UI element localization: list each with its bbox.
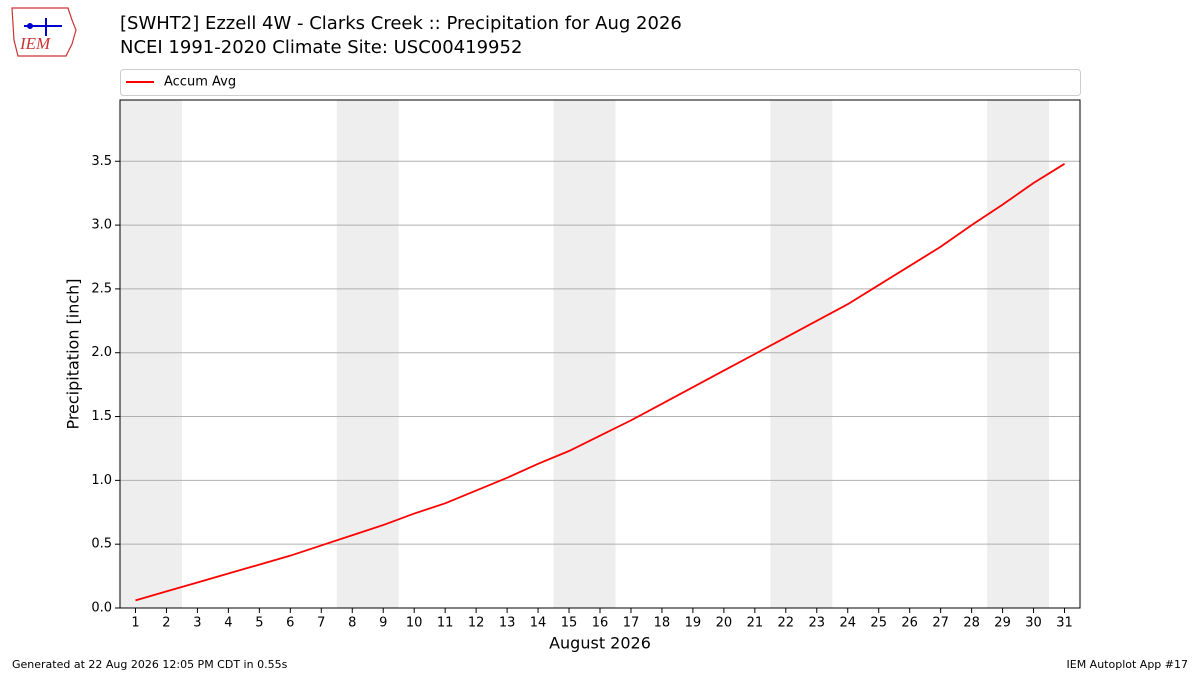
x-tick-label: 25 (870, 616, 887, 631)
x-tick-label: 26 (901, 616, 918, 631)
series-line (135, 163, 1065, 602)
chart-title: [SWHT2] Ezzell 4W - Clarks Creek :: Prec… (120, 13, 682, 34)
x-tick-label: 7 (317, 616, 325, 631)
legend-box (120, 69, 1081, 96)
x-tick-label: 5 (255, 616, 263, 631)
plot-frame (119, 99, 1081, 609)
y-tick-label: 2.5 (91, 281, 112, 296)
x-tick-label: 28 (963, 616, 980, 631)
weekend-band (120, 100, 182, 608)
x-tick-label: 18 (654, 616, 671, 631)
x-tick-label: 11 (437, 616, 454, 631)
x-tick-label: 30 (1025, 616, 1042, 631)
weekend-band (336, 100, 399, 608)
x-tick-label: 24 (839, 616, 856, 631)
legend-label: Accum Avg (164, 75, 236, 90)
x-tick-label: 9 (379, 616, 387, 631)
weekend-band (553, 100, 616, 608)
y-axis-label: Precipitation [inch] (64, 278, 83, 429)
x-tick-label: 29 (994, 616, 1011, 631)
x-tick-label: 27 (932, 616, 949, 631)
logo-text: IEM (19, 34, 51, 53)
x-tick-label: 8 (348, 616, 356, 631)
x-axis-label: August 2026 (549, 634, 651, 653)
x-tick-label: 20 (716, 616, 733, 631)
x-tick-label: 14 (530, 616, 547, 631)
x-tick-label: 13 (499, 616, 516, 631)
y-tick-label: 1.5 (91, 409, 112, 424)
weekend-band (987, 100, 1050, 608)
x-tick-label: 12 (468, 616, 485, 631)
x-tick-label: 4 (224, 616, 232, 631)
footer-left: Generated at 22 Aug 2026 12:05 PM CDT in… (12, 658, 288, 671)
x-tick-label: 10 (406, 616, 423, 631)
y-tick-label: 3.0 (91, 218, 112, 233)
chart-subtitle: NCEI 1991-2020 Climate Site: USC00419952 (120, 37, 522, 58)
x-tick-label: 23 (809, 616, 826, 631)
footer-right: IEM Autoplot App #17 (1067, 658, 1189, 671)
x-tick-label: 16 (592, 616, 609, 631)
x-tick-label: 21 (747, 616, 764, 631)
logo: IEM (11, 7, 77, 57)
y-tick-label: 3.5 (91, 154, 112, 169)
y-tick-label: 2.0 (91, 345, 112, 360)
y-tick-label: 1.0 (91, 473, 112, 488)
x-tick-label: 6 (286, 616, 294, 631)
x-tick-label: 17 (623, 616, 640, 631)
x-tick-label: 15 (561, 616, 578, 631)
y-tick-label: 0.5 (91, 537, 112, 552)
x-tick-label: 1 (131, 616, 139, 631)
x-tick-label: 31 (1056, 616, 1073, 631)
x-tick-label: 3 (193, 616, 201, 631)
x-tick-label: 22 (778, 616, 795, 631)
y-tick-label: 0.0 (91, 601, 112, 616)
x-tick-label: 2 (162, 616, 170, 631)
weekend-band (770, 100, 833, 608)
x-tick-label: 19 (685, 616, 702, 631)
